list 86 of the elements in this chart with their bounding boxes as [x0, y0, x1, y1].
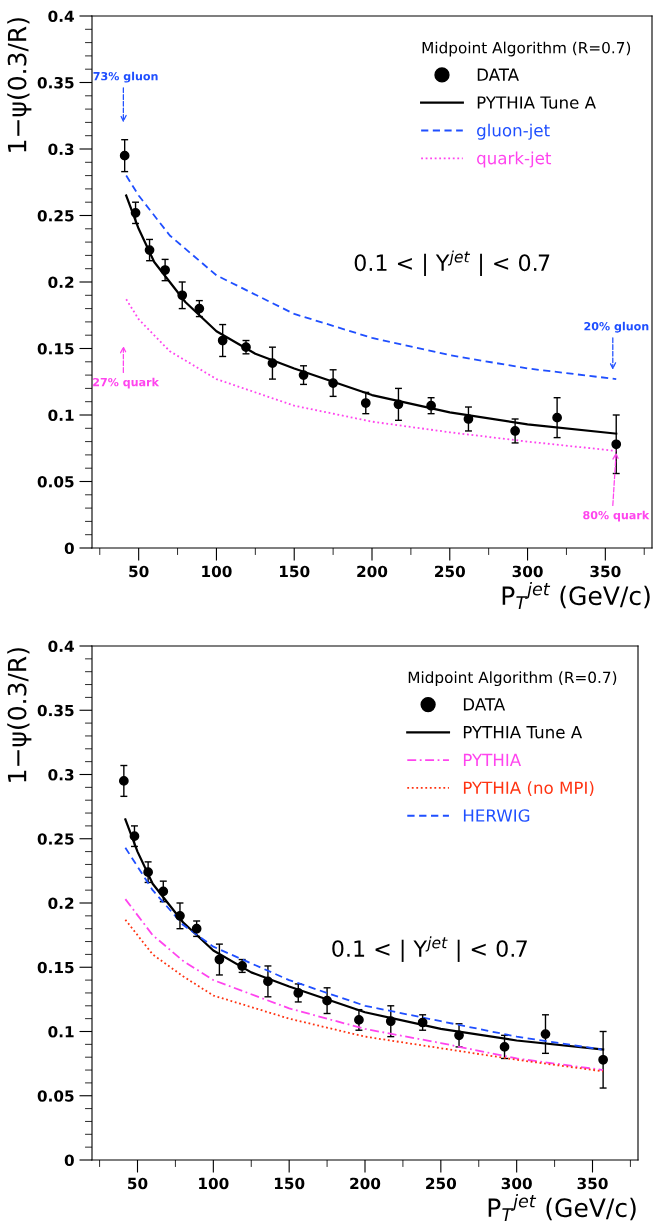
legend-label: DATA: [477, 68, 519, 81]
point: [175, 910, 185, 921]
y-tick-label: 0.3: [48, 143, 74, 156]
y-tick-label: 0.15: [37, 342, 74, 355]
x-tick-label: 150: [274, 1177, 305, 1190]
x-tick-label: 300: [512, 565, 543, 578]
legend-label: gluon-jet: [477, 123, 550, 140]
x-tick-label: 50: [129, 565, 149, 578]
legend-label: quark-jet: [477, 151, 552, 168]
point: [177, 290, 188, 301]
y-tick-label: 0.05: [37, 1090, 74, 1102]
y-tick-label: 0.2: [48, 897, 74, 910]
point: [552, 412, 562, 423]
y-tick-label: 0: [64, 1154, 74, 1167]
point: [144, 245, 155, 255]
legend-label: DATA: [463, 698, 506, 711]
annotation: 20% gluon: [584, 321, 649, 333]
point: [385, 1016, 396, 1027]
point: [129, 831, 140, 842]
y-tick-label: 0.25: [37, 209, 74, 222]
y-tick-label: 0.1: [48, 1025, 74, 1038]
legend-label: PYTHIA Tune A: [463, 726, 583, 739]
point: [322, 995, 332, 1006]
point: [463, 414, 474, 424]
point: [426, 400, 436, 411]
point: [263, 976, 273, 987]
y-tick-label: 0.35: [37, 76, 74, 89]
y-tick-label: 0.1: [48, 409, 74, 422]
point: [540, 1029, 551, 1039]
point: [160, 265, 170, 275]
y-axis-title: 1−ψ(0.3/R): [7, 648, 32, 782]
point: [267, 358, 278, 368]
point: [598, 1054, 608, 1065]
point: [328, 378, 338, 388]
y-tick-label: 0.2: [48, 276, 74, 289]
legend-title: Midpoint Algorithm (R=0.7): [408, 671, 617, 687]
x-tick-label: 300: [501, 1177, 532, 1190]
y-tick-label: 0.35: [37, 704, 74, 717]
legend-label: PYTHIA (no MPI): [463, 781, 594, 796]
point: [454, 1030, 464, 1041]
x-tick-label: 50: [128, 1177, 148, 1190]
point: [393, 399, 404, 410]
x-tick-label: 350: [577, 1177, 608, 1190]
point: [158, 886, 169, 897]
point: [298, 370, 309, 380]
y-tick-label: 0.15: [37, 961, 74, 974]
annotation: 80% quark: [583, 510, 650, 522]
legend-label: PYTHIA Tune A: [477, 96, 596, 109]
y-tick-label: 0: [64, 542, 74, 555]
y-tick-label: 0.05: [37, 475, 74, 488]
annotation: 0.1 < | Y$^{jet}$ | < 0.7: [332, 936, 527, 962]
point: [191, 923, 202, 934]
point: [143, 867, 153, 878]
point: [510, 426, 520, 436]
legend-label: HERWIG: [463, 809, 530, 822]
y-tick-label: 0.4: [48, 10, 74, 23]
point: [217, 335, 228, 346]
x-tick-label: 150: [280, 565, 310, 578]
point: [214, 954, 225, 965]
y-tick-label: 0.4: [48, 640, 74, 653]
x-axis-title: P$_{T}$$^{jet}$ (GeV/c): [502, 581, 650, 609]
point: [130, 207, 141, 218]
point: [118, 776, 129, 786]
y-tick-label: 0.3: [48, 768, 74, 781]
point: [354, 1015, 364, 1025]
y-axis-title: 1−ψ(0.3/R): [7, 18, 32, 152]
y-tick-label: 0.25: [37, 833, 74, 845]
legend-label: PYTHIA: [463, 753, 522, 766]
annotation: 27% quark: [93, 377, 160, 389]
annotation: 73% gluon: [93, 71, 158, 83]
x-tick-label: 200: [350, 1177, 381, 1190]
annotation: 0.1 < | Y$^{jet}$ | < 0.7: [354, 250, 550, 277]
point: [293, 988, 304, 998]
x-tick-label: 200: [357, 565, 388, 578]
x-tick-label: 250: [435, 565, 465, 578]
point: [119, 150, 130, 161]
x-axis-title: P$_{T}$$^{jet}$ (GeV/c): [488, 1193, 636, 1221]
point: [360, 398, 371, 408]
point: [611, 439, 622, 450]
x-tick-label: 100: [199, 1177, 229, 1190]
x-tick-label: 100: [202, 565, 232, 578]
x-tick-label: 350: [590, 565, 621, 578]
legend-title: Midpoint Algorithm (R=0.7): [422, 41, 631, 57]
point: [194, 303, 205, 314]
point: [499, 1042, 510, 1052]
x-tick-label: 250: [426, 1177, 457, 1190]
